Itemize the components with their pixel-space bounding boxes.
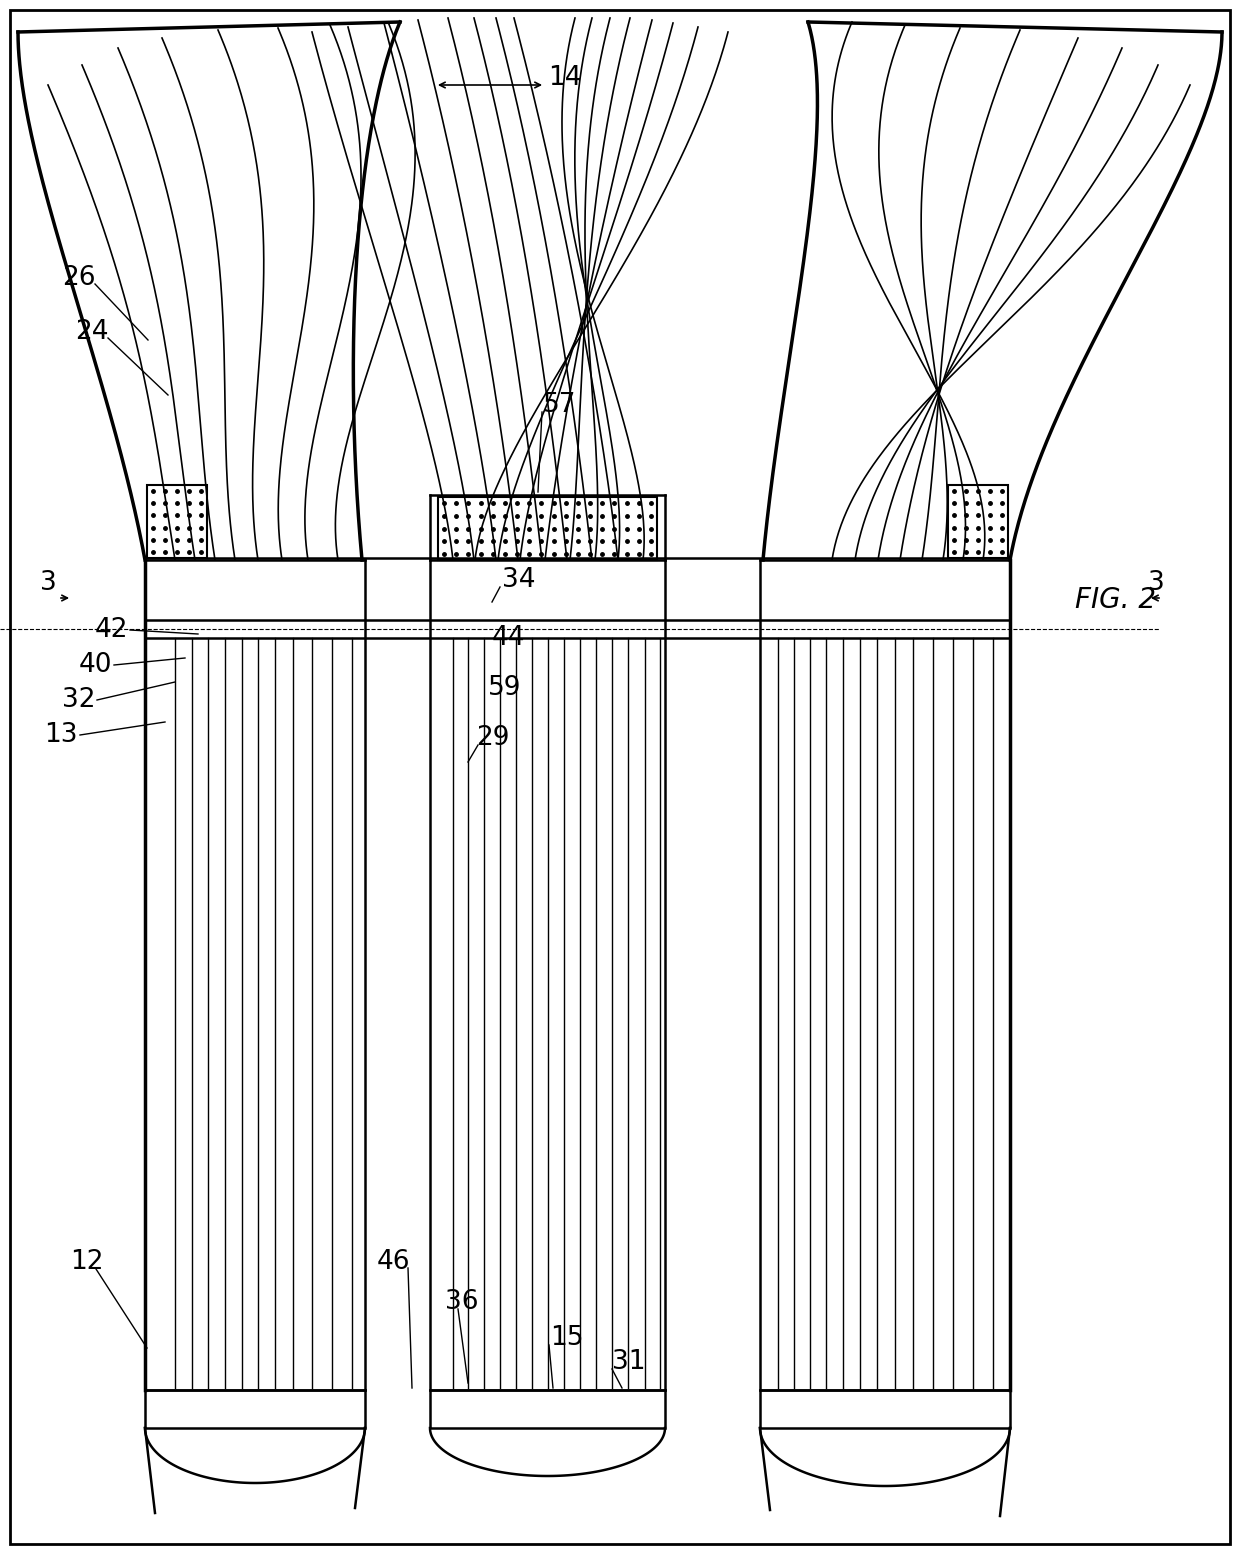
- Text: 36: 36: [445, 1288, 479, 1315]
- Text: 44: 44: [492, 625, 526, 651]
- Text: 15: 15: [551, 1326, 584, 1350]
- Bar: [949, 485, 1008, 558]
- Bar: [760, 1389, 1011, 1428]
- Bar: [430, 1389, 665, 1428]
- Text: 3: 3: [1148, 570, 1166, 597]
- Bar: [148, 485, 207, 558]
- Text: 31: 31: [613, 1349, 646, 1375]
- Text: 32: 32: [62, 687, 95, 713]
- Text: 42: 42: [94, 617, 128, 643]
- Text: 24: 24: [74, 319, 109, 345]
- Text: 57: 57: [543, 392, 577, 418]
- Text: 46: 46: [377, 1249, 410, 1274]
- Bar: [432, 640, 663, 1388]
- Bar: [438, 497, 657, 559]
- Text: 3: 3: [40, 570, 57, 597]
- Text: 29: 29: [476, 726, 510, 751]
- Text: 26: 26: [62, 266, 95, 291]
- Text: 12: 12: [69, 1249, 103, 1274]
- Text: 59: 59: [489, 674, 522, 701]
- Bar: [145, 1389, 365, 1428]
- Text: FIG. 2: FIG. 2: [1075, 586, 1156, 614]
- Text: 40: 40: [78, 653, 112, 678]
- Bar: [763, 640, 1008, 1388]
- Text: 34: 34: [502, 567, 536, 594]
- Text: 14: 14: [548, 65, 582, 92]
- Text: 13: 13: [45, 723, 78, 747]
- Bar: [148, 640, 363, 1388]
